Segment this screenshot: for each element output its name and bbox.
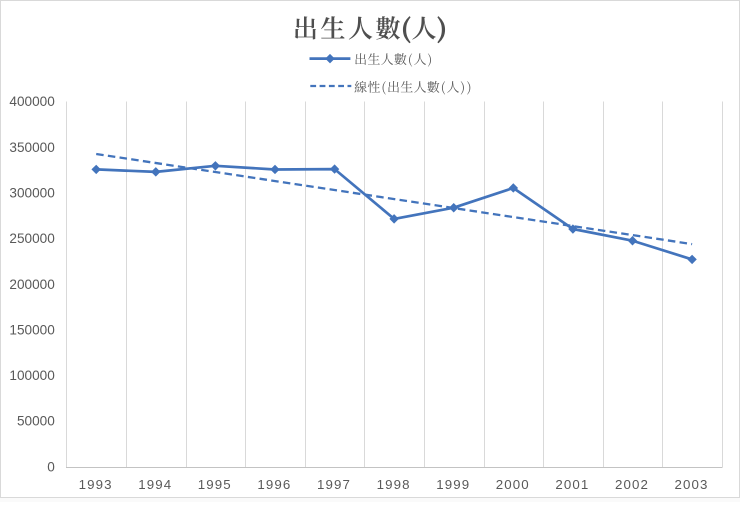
- svg-text:150000: 150000: [9, 322, 55, 337]
- svg-text:1999: 1999: [436, 477, 470, 492]
- svg-text:2001: 2001: [555, 477, 589, 492]
- svg-text:1997: 1997: [317, 477, 351, 492]
- svg-text:50000: 50000: [17, 414, 55, 429]
- svg-text:1994: 1994: [138, 477, 172, 492]
- svg-text:1998: 1998: [377, 477, 411, 492]
- svg-text:1995: 1995: [198, 477, 232, 492]
- svg-text:2002: 2002: [615, 477, 649, 492]
- svg-text:2003: 2003: [675, 477, 709, 492]
- svg-text:400000: 400000: [9, 94, 55, 109]
- svg-text:2000: 2000: [496, 477, 530, 492]
- svg-text:350000: 350000: [9, 140, 55, 155]
- svg-text:250000: 250000: [9, 231, 55, 246]
- svg-text:0: 0: [47, 459, 55, 474]
- svg-text:300000: 300000: [9, 185, 55, 200]
- svg-text:200000: 200000: [9, 277, 55, 292]
- svg-text:1996: 1996: [257, 477, 291, 492]
- svg-text:1993: 1993: [79, 477, 113, 492]
- svg-text:100000: 100000: [9, 368, 55, 383]
